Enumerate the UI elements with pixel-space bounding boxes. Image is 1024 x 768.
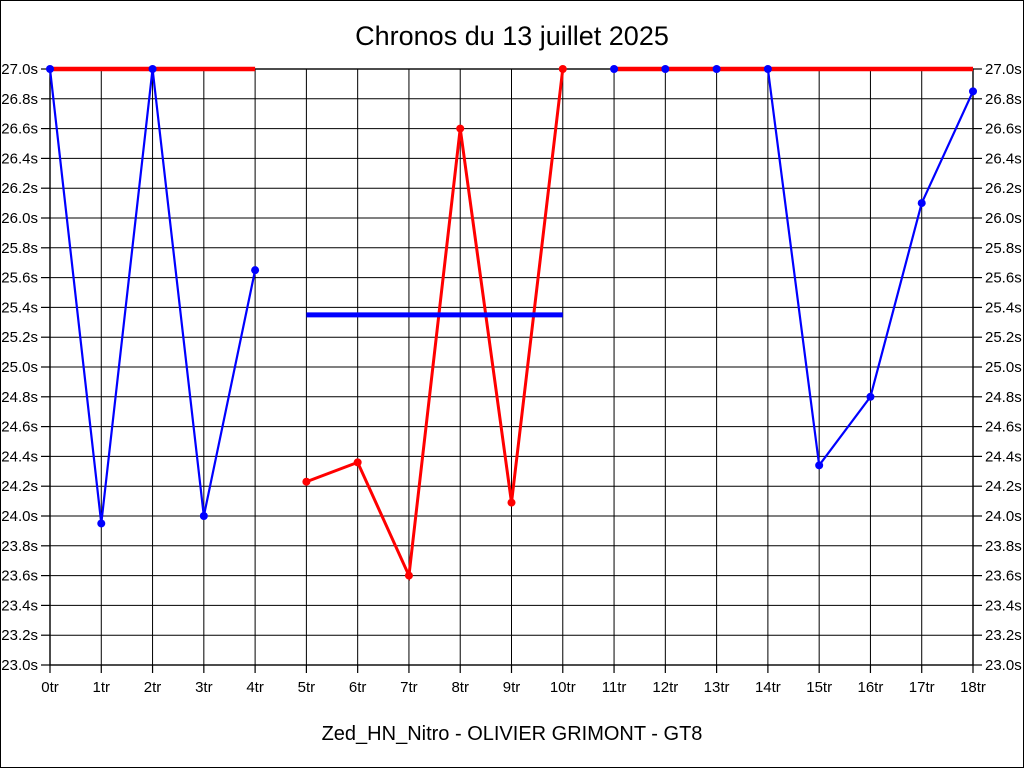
blue-lap-times-data-point <box>46 65 54 73</box>
y-tick-label-left: 24.4s <box>1 448 38 465</box>
blue-lap-times-data-point <box>866 392 875 401</box>
x-tick-label: 14tr <box>755 679 781 696</box>
y-tick-label-right: 26.2s <box>985 180 1022 197</box>
x-tick-label: 8tr <box>451 679 469 696</box>
x-tick-label: 15tr <box>806 679 832 696</box>
red-lap-times-line <box>305 68 565 582</box>
y-tick-label-left: 23.4s <box>1 597 38 614</box>
x-tick-label: 11tr <box>602 679 627 696</box>
y-tick-label-left: 23.0s <box>1 657 38 674</box>
red-lap-times-data-point <box>353 458 362 467</box>
red-lap-times-data-point <box>558 65 567 73</box>
red-lap-times-data-point <box>404 571 413 580</box>
y-tick-label-right: 26.6s <box>985 121 1022 138</box>
chart-title: Chronos du 13 juillet 2025 <box>355 21 669 51</box>
x-tick-label: 18tr <box>960 679 986 696</box>
y-tick-label-right: 24.0s <box>985 508 1022 525</box>
y-tick-label-right: 26.0s <box>985 210 1022 227</box>
x-tick-label: 6tr <box>349 679 367 696</box>
y-tick-label-left: 26.0s <box>1 210 38 227</box>
y-tick-label-left: 25.4s <box>1 299 38 316</box>
blue-lap-times-data-point <box>661 65 670 73</box>
y-tick-label-right: 25.8s <box>985 240 1022 257</box>
x-tick-label: 1tr <box>93 679 111 696</box>
y-tick-label-right: 25.6s <box>985 270 1022 287</box>
red-lap-times-data-point <box>302 477 311 486</box>
chart-footer: Zed_HN_Nitro - OLIVIER GRIMONT - GT8 <box>321 723 703 745</box>
y-tick-label-left: 23.6s <box>1 568 38 585</box>
y-tick-label-left: 25.8s <box>1 240 38 257</box>
y-tick-label-right: 23.2s <box>985 627 1022 644</box>
blue-lap-times-data-point <box>917 199 926 208</box>
y-tick-label-left: 24.2s <box>1 478 38 495</box>
y-tick-label-left: 25.2s <box>1 329 38 346</box>
x-tick-label: 3tr <box>195 679 213 696</box>
y-tick-label-right: 25.0s <box>985 359 1022 376</box>
y-tick-label-left: 24.6s <box>1 419 38 436</box>
y-tick-label-right: 24.6s <box>985 419 1022 436</box>
y-tick-label-left: 26.8s <box>1 91 38 108</box>
y-tick-label-right: 24.8s <box>985 389 1022 406</box>
y-tick-label-left: 27.0s <box>1 61 38 78</box>
y-tick-label-right: 23.4s <box>985 597 1022 614</box>
y-tick-label-left: 23.2s <box>1 627 38 644</box>
y-tick-label-right: 23.8s <box>985 538 1022 555</box>
y-tick-label-left: 25.0s <box>1 359 38 376</box>
blue-lap-times-data-point <box>199 512 208 520</box>
x-tick-label: 12tr <box>652 679 678 696</box>
plot-border <box>49 68 974 666</box>
blue-lap-times-data-point <box>969 87 977 96</box>
blue-lap-times-data-point <box>815 461 824 470</box>
x-tick-label: 2tr <box>144 679 162 696</box>
x-tick-label: 13tr <box>704 679 730 696</box>
blue-lap-times-data-point <box>148 65 157 73</box>
blue-lap-times-data-point <box>251 266 260 275</box>
y-tick-label-right: 24.2s <box>985 478 1022 495</box>
x-tick-label: 0tr <box>41 679 59 696</box>
blue-lap-times-data-point <box>97 519 106 528</box>
red-lap-times-data-point <box>507 498 516 507</box>
y-tick-label-left: 25.6s <box>1 270 38 287</box>
x-tick-label: 9tr <box>503 679 521 696</box>
y-tick-label-left: 23.8s <box>1 538 38 555</box>
y-tick-label-left: 26.6s <box>1 121 38 138</box>
blue-lap-times-data-point <box>712 65 721 73</box>
y-tick-label-right: 27.0s <box>985 61 1022 78</box>
x-tick-label: 16tr <box>858 679 884 696</box>
y-tick-label-right: 26.8s <box>985 91 1022 108</box>
y-tick-label-left: 24.0s <box>1 508 38 525</box>
x-tick-label: 17tr <box>909 679 935 696</box>
y-tick-label-left: 26.2s <box>1 180 38 197</box>
red-lap-times-data-point <box>456 124 465 133</box>
y-tick-label-left: 24.8s <box>1 389 38 406</box>
y-tick-label-right: 24.4s <box>985 448 1022 465</box>
y-tick-label-right: 23.6s <box>985 568 1022 585</box>
blue-lap-times-data-point <box>610 65 619 73</box>
y-tick-label-right: 23.0s <box>985 657 1022 674</box>
x-tick-label: 4tr <box>246 679 264 696</box>
blue-lap-times-data-point <box>763 65 772 73</box>
x-tick-label: 5tr <box>298 679 316 696</box>
y-tick-label-right: 25.2s <box>985 329 1022 346</box>
y-tick-label-right: 26.4s <box>985 150 1022 167</box>
x-tick-label: 10tr <box>550 679 576 696</box>
x-tick-label: 7tr <box>400 679 418 696</box>
y-tick-label-left: 26.4s <box>1 150 38 167</box>
y-tick-label-right: 25.4s <box>985 299 1022 316</box>
